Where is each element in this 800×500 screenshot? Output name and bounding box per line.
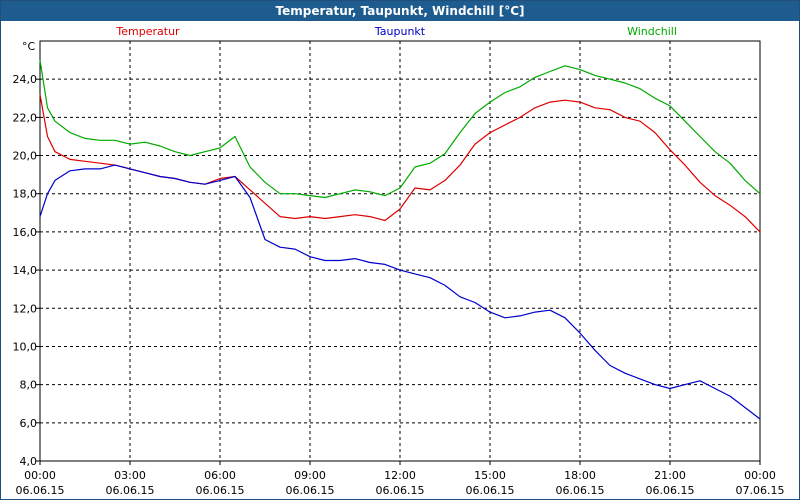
x-tick-time-label: 00:00	[24, 469, 56, 482]
x-tick-date-label: 06.06.15	[646, 484, 695, 497]
y-tick-label: 10,0	[13, 340, 38, 353]
x-axis-ticks: 00:00 06.06.15 03:00 06.06.15 06:00 06.06.15 0…	[16, 461, 785, 497]
y-axis-unit-label: °C	[22, 40, 36, 53]
x-tick-time-label: 03:00	[114, 469, 146, 482]
x-tick-date-label: 06.06.15	[106, 484, 155, 497]
x-tick-date-label: 06.06.15	[376, 484, 425, 497]
y-axis-ticks: 4,0 6,0 8,0 10,0 12,0 14,0 16,0 18,0 20,0 22,0 24,…	[13, 73, 40, 468]
x-tick-time-label: 15:00	[474, 469, 506, 482]
series-line-taupunkt	[39, 164, 761, 420]
y-tick-label: 14,0	[13, 264, 38, 277]
y-tick-label: 18,0	[13, 188, 38, 201]
y-tick-label: 12,0	[13, 302, 38, 315]
x-tick-date-label: 06.06.15	[196, 484, 245, 497]
y-tick-label: 6,0	[20, 417, 38, 430]
x-tick-date-label: 06.06.15	[16, 484, 65, 497]
x-tick-date-label: 06.06.15	[556, 484, 605, 497]
x-tick-time-label: 12:00	[384, 469, 416, 482]
y-tick-label: 22,0	[13, 111, 38, 124]
y-tick-label: 16,0	[13, 226, 38, 239]
x-tick-time-label: 09:00	[294, 469, 326, 482]
x-tick-time-label: 21:00	[654, 469, 686, 482]
series-lines	[39, 60, 761, 420]
y-tick-label: 20,0	[13, 150, 38, 163]
x-tick-date-label: 06.06.15	[466, 484, 515, 497]
x-tick-time-label: 18:00	[564, 469, 596, 482]
x-tick-date-label: 07.06.15	[736, 484, 785, 497]
y-tick-label: 8,0	[20, 379, 38, 392]
series-line-windchill	[39, 60, 761, 199]
legend-temperatur: Temperatur	[115, 25, 180, 38]
chart-title: Temperatur, Taupunkt, Windchill [°C]	[1, 1, 799, 21]
legend-taupunkt: Taupunkt	[374, 25, 426, 38]
y-tick-label: 24,0	[13, 73, 38, 86]
legend-windchill: Windchill	[627, 25, 677, 38]
x-tick-time-label: 06:00	[204, 469, 236, 482]
y-tick-label: 4,0	[20, 455, 38, 468]
x-tick-time-label: 00:00	[744, 469, 776, 482]
x-tick-date-label: 06.06.15	[286, 484, 335, 497]
